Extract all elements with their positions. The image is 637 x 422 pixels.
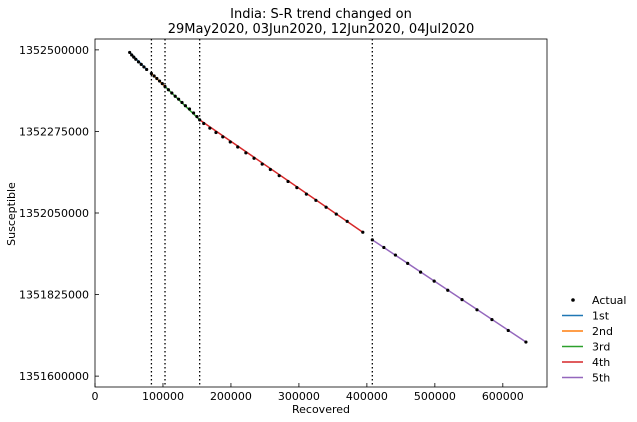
actual-point-49	[432, 279, 436, 283]
legend-label-4th: 4th	[592, 356, 610, 369]
actual-point-14	[163, 84, 167, 89]
actual-point-38	[304, 192, 308, 196]
actual-point-35	[277, 174, 281, 178]
actual-point-17	[173, 94, 177, 98]
actual-point-3	[132, 55, 136, 59]
legend-marker-actual	[571, 298, 575, 302]
y-tick-label: 1351600000	[19, 370, 89, 383]
actual-point-21	[187, 107, 192, 111]
actual-point-39	[314, 198, 318, 202]
actual-point-44	[370, 238, 374, 242]
actual-point-40	[324, 205, 328, 209]
actual-point-26	[208, 126, 212, 130]
actual-point-15	[166, 88, 171, 92]
actual-point-54	[506, 328, 510, 333]
x-tick-label: 0	[92, 390, 99, 403]
actual-point-9	[149, 71, 154, 76]
actual-point-2	[130, 53, 134, 57]
actual-point-55	[524, 340, 528, 344]
actual-point-8	[145, 67, 149, 72]
actual-point-22	[191, 111, 196, 115]
actual-point-42	[345, 219, 349, 223]
chart-title-line-2: 29May2020, 03Jun2020, 12Jun2020, 04Jul20…	[168, 22, 474, 37]
actual-point-34	[268, 167, 272, 172]
x-tick-label: 400000	[346, 390, 388, 403]
legend-label-5th: 5th	[592, 372, 610, 385]
actual-point-11	[155, 76, 159, 81]
x-axis-label: Recovered	[292, 403, 350, 416]
actual-point-48	[418, 270, 423, 274]
x-tick-label: 200000	[210, 390, 252, 403]
actual-point-20	[183, 104, 187, 108]
y-tick-label: 1351825000	[19, 289, 89, 302]
legend-label-3rd: 3rd	[592, 341, 610, 354]
actual-point-31	[244, 151, 248, 155]
actual-point-28	[221, 135, 225, 139]
x-tick-label: 500000	[414, 390, 456, 403]
actual-point-1	[128, 50, 132, 55]
actual-point-50	[446, 288, 450, 292]
actual-point-52	[475, 308, 479, 312]
y-axis-label: Susceptible	[5, 182, 18, 246]
actual-point-36	[286, 179, 290, 184]
actual-point-43	[361, 230, 365, 234]
actual-point-32	[252, 156, 256, 160]
actual-point-23	[195, 114, 199, 119]
actual-point-30	[236, 145, 240, 149]
actual-point-18	[177, 97, 181, 101]
actual-point-5	[136, 60, 141, 64]
actual-point-47	[406, 261, 410, 265]
actual-point-46	[393, 253, 398, 257]
actual-point-25	[202, 121, 206, 126]
actual-point-10	[152, 74, 156, 78]
actual-point-16	[170, 91, 174, 95]
actual-point-41	[334, 212, 338, 216]
actual-point-45	[382, 245, 386, 250]
actual-point-6	[139, 62, 143, 66]
actual-point-37	[295, 186, 299, 190]
actual-point-51	[460, 298, 464, 302]
actual-point-19	[180, 100, 184, 105]
plot-area	[94, 38, 548, 388]
actual-point-33	[260, 162, 264, 166]
y-tick-label: 1352050000	[19, 207, 89, 220]
axis-ticks: 0 100000 200000 300000 400000 500000 600000 135…	[19, 44, 524, 403]
plot-frame	[94, 38, 548, 388]
actual-point-53	[490, 317, 494, 322]
actual-point-24	[198, 118, 202, 122]
legend-label-1st: 1st	[592, 310, 610, 323]
legend-label-2nd: 2nd	[592, 325, 613, 338]
chart-title-line-1: India: S-R trend changed on	[230, 7, 412, 22]
actual-point-13	[160, 81, 164, 86]
actual-point-27	[214, 130, 218, 135]
x-tick-label: 300000	[278, 390, 320, 403]
actual-point-4	[134, 57, 138, 61]
x-tick-label: 600000	[482, 390, 524, 403]
actual-point-29	[228, 140, 232, 144]
legend-label-actual: Actual	[592, 294, 626, 307]
actual-point-7	[142, 65, 146, 69]
legend: Actual 1st 2nd 3rd 4th 5th	[562, 294, 626, 385]
y-tick-label: 1352275000	[19, 125, 89, 138]
y-tick-label: 1352500000	[19, 44, 89, 57]
actual-point-12	[157, 79, 162, 83]
x-tick-label: 100000	[142, 390, 184, 403]
